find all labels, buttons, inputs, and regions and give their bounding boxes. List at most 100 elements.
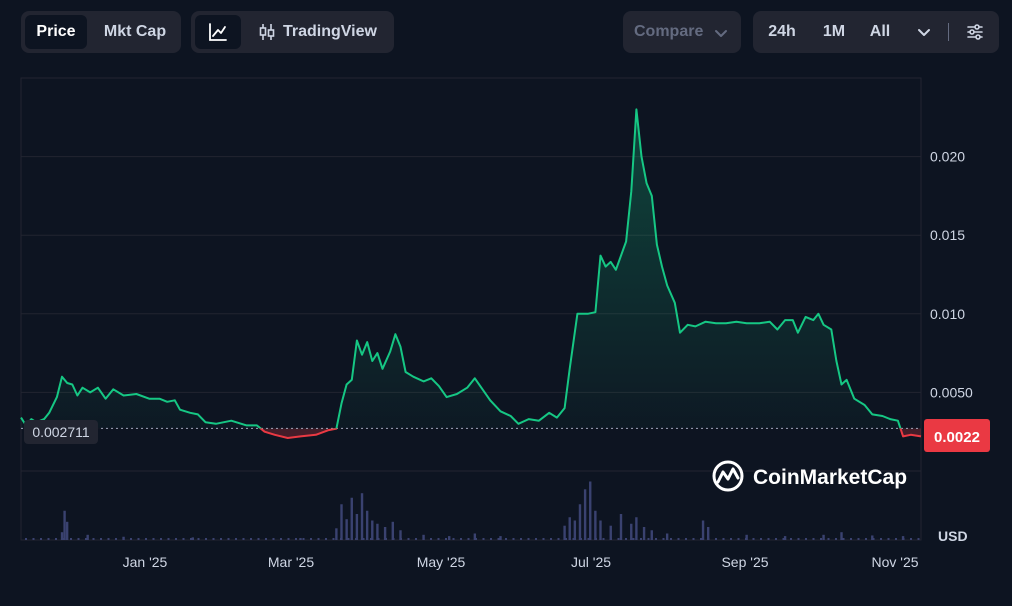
y-tick-label: 0.020: [930, 149, 965, 165]
volume-bar: [573, 520, 577, 540]
volume-bar-min: [115, 538, 117, 540]
volume-bar-min: [767, 538, 770, 540]
volume-bar-min: [317, 538, 320, 540]
volume-bar-min: [782, 538, 785, 540]
volume-bar-min: [790, 538, 792, 540]
volume-bar-min: [700, 538, 702, 540]
x-tick-label: Jul '25: [571, 554, 611, 570]
range-all[interactable]: All: [869, 23, 891, 40]
volume-bar: [822, 534, 825, 540]
volume-bar-min: [310, 538, 312, 540]
volume-bar-min: [400, 538, 402, 540]
y-axis-ticks: 0.0050 0.010 0.015 0.020: [930, 149, 973, 401]
volume-bar-min: [32, 538, 35, 540]
chevron-down-icon: [715, 30, 727, 37]
volume-bar-min: [265, 538, 267, 540]
volume-bar-min: [332, 538, 335, 540]
range-24h[interactable]: 24h: [768, 23, 796, 40]
tab-mkt-cap[interactable]: Mkt Cap: [103, 23, 167, 40]
volume-bar-min: [250, 538, 252, 540]
volume-bar-min: [122, 538, 125, 540]
tradingview-button[interactable]: TradingView: [249, 15, 389, 49]
compare-dropdown[interactable]: Compare: [623, 11, 741, 53]
range-more-button[interactable]: [909, 15, 939, 49]
volume-bar-min: [62, 538, 65, 540]
volume-bar-min: [745, 538, 747, 540]
price-line-up: [20, 108, 902, 429]
volume-bar-min: [752, 538, 755, 540]
volume-bar: [783, 536, 787, 540]
volume-bar-min: [572, 538, 575, 540]
currency-label: USD: [938, 528, 968, 544]
settings-button[interactable]: [959, 15, 991, 49]
volume-bar: [642, 527, 646, 540]
y-tick-label: 0.0050: [930, 384, 973, 400]
volume-bar: [365, 510, 369, 540]
current-price-label: 0.0022: [934, 429, 980, 446]
volume-bar-min: [587, 538, 590, 540]
volume-bar-min: [805, 538, 807, 540]
volume-bar-min: [475, 538, 477, 540]
volume-bar-min: [340, 538, 342, 540]
volume-bar: [383, 527, 387, 540]
volume-bar: [63, 510, 66, 540]
volume-bar-min: [145, 538, 147, 540]
volume-bar-min: [415, 538, 417, 540]
volume-bar-min: [497, 538, 500, 540]
volume-bar-min: [242, 538, 245, 540]
volume-bar-min: [775, 538, 777, 540]
volume-bar: [376, 523, 379, 540]
volume-bar-min: [167, 538, 170, 540]
volume-bar-min: [820, 538, 822, 540]
volume-bar-min: [760, 538, 762, 540]
line-chart-icon: [209, 23, 227, 41]
volume-bar-min: [842, 538, 845, 540]
volume-bar-min: [107, 538, 110, 540]
x-tick-label: Jan '25: [123, 554, 168, 570]
range-1m[interactable]: 1M: [822, 23, 846, 40]
plot-frame: [20, 77, 922, 541]
y-tick-label: 0.015: [930, 227, 965, 243]
volume-bar-min: [205, 538, 207, 540]
volume-bar-min: [490, 538, 492, 540]
line-chart-button[interactable]: [195, 15, 241, 49]
volume-bar-min: [182, 538, 185, 540]
volume-bar-min: [422, 538, 425, 540]
volume-bar-min: [827, 538, 830, 540]
volume-bar-min: [257, 538, 260, 540]
volume-bar-min: [347, 538, 350, 540]
volume-bar-min: [542, 538, 545, 540]
volume-bar-min: [677, 538, 680, 540]
volume-bar-min: [565, 538, 567, 540]
volume-bar: [299, 538, 302, 540]
volume-bar-min: [92, 538, 95, 540]
candlestick-icon: [259, 24, 275, 40]
volume-bar: [473, 533, 477, 540]
volume-bar-min: [610, 538, 612, 540]
coinmarketcap-logo: [712, 460, 744, 492]
volume-bar: [840, 532, 843, 540]
volume-bar-min: [160, 538, 162, 540]
volume-bar-min: [670, 538, 672, 540]
volume-bar-min: [640, 538, 642, 540]
chart-type-tabs: Price Mkt Cap: [21, 11, 181, 53]
volume-bar-min: [737, 538, 740, 540]
volume-bar-min: [887, 538, 890, 540]
volume-bar: [399, 530, 402, 540]
volume-bar-min: [295, 538, 297, 540]
volume-bar-min: [287, 538, 290, 540]
volume-bar-min: [70, 538, 72, 540]
price-area-up: [21, 109, 901, 429]
range-divider: [948, 23, 949, 41]
volume-bar: [589, 481, 592, 540]
range-selector: 24h 1M All: [753, 11, 999, 53]
volume-bar-min: [910, 538, 912, 540]
volume-bar-min: [895, 538, 897, 540]
volume-bar: [65, 521, 69, 540]
volume-bar-min: [797, 538, 800, 540]
chart-style-group: TradingView: [191, 11, 394, 53]
volume-bar-min: [550, 538, 552, 540]
volume-bar-min: [647, 538, 650, 540]
tab-price[interactable]: Price: [25, 15, 87, 49]
